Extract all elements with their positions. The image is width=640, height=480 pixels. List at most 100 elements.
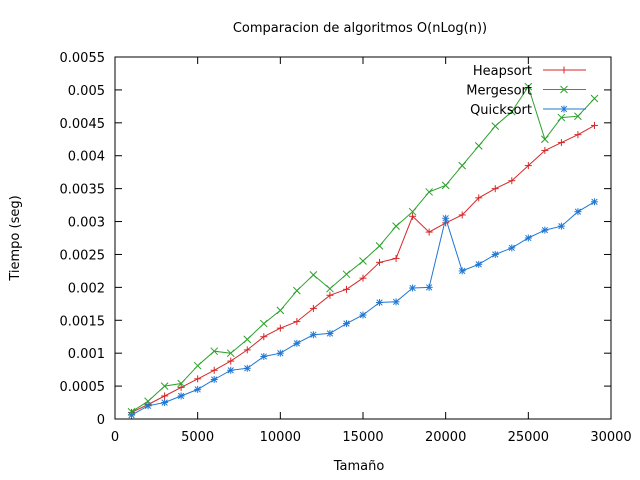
y-tick-label: 0.0035 [60,183,106,198]
data-point-quicksort [342,320,350,328]
series-heapsort [128,121,598,416]
data-point-quicksort [227,366,235,374]
legend: Heapsort Mergesort Quicksort [466,64,586,118]
data-point-quicksort [210,376,218,384]
data-point-quicksort [161,399,169,407]
chart-title: Comparacion de algoritmos O(nLog(n)) [233,21,487,36]
data-point-mergesort [574,112,582,121]
data-point-quicksort [557,222,565,230]
x-axis-label: Tamaño [333,459,385,474]
data-point-mergesort [259,319,268,328]
data-point-quicksort [293,339,301,347]
data-point-mergesort [474,142,483,150]
legend-marker-heapsort [560,66,568,74]
data-point-heapsort [293,318,301,326]
y-tick-label: 0.0025 [60,248,106,263]
data-point-mergesort [276,306,285,315]
data-point-mergesort [441,181,450,190]
y-axis-label: Tiempo (seg) [8,195,23,281]
data-point-heapsort [342,285,350,293]
data-point-heapsort [508,177,516,185]
y-tick-label: 0.001 [68,347,105,362]
legend-label-heapsort: Heapsort [473,64,532,79]
data-point-mergesort [425,188,433,196]
data-point-mergesort [210,347,219,356]
data-point-heapsort [425,228,433,236]
data-point-quicksort [309,331,317,339]
data-point-heapsort [260,333,268,341]
data-point-quicksort [574,208,582,216]
data-point-heapsort [359,274,367,282]
series-mergesort [127,82,599,416]
y-tick-label: 0.002 [68,281,105,296]
legend-marker-quicksort [560,105,568,113]
y-tick-label: 0.005 [68,84,105,99]
series-quicksort [128,198,598,419]
data-point-heapsort [491,185,499,193]
axes: 0 5000 10000 15000 20000 25000 30000 0 0.0005 0.0… [60,51,632,445]
data-point-mergesort [491,122,500,130]
data-point-heapsort [524,162,532,170]
x-tick-label: 5000 [181,430,214,445]
data-point-heapsort [376,258,384,266]
data-point-mergesort [524,82,533,91]
data-point-mergesort [226,349,235,358]
data-point-quicksort [243,364,251,372]
x-tick-label: 10000 [260,430,301,445]
data-point-heapsort [458,211,466,219]
x-tick-label: 30000 [590,430,631,445]
data-point-quicksort [491,250,499,258]
y-tick-label: 0.0045 [60,117,106,132]
y-tick-label: 0.004 [68,150,105,165]
x-tick-label: 15000 [342,430,383,445]
y-tick-label: 0.0055 [60,51,106,66]
data-point-heapsort [409,212,417,220]
data-point-mergesort [458,161,467,170]
data-point-quicksort [128,411,136,419]
series-line-quicksort [131,201,595,416]
data-point-heapsort [475,194,483,202]
data-point-quicksort [359,311,367,319]
series-layer [127,82,599,419]
data-point-mergesort [309,271,318,279]
data-point-mergesort [243,335,252,344]
legend-marker-mergesort [560,85,568,94]
data-point-mergesort [359,257,367,265]
data-point-quicksort [177,392,185,400]
data-point-heapsort [194,375,202,383]
data-point-heapsort [177,383,185,391]
data-point-heapsort [557,139,565,147]
y-tick-label: 0.0015 [60,314,106,329]
data-point-mergesort [590,94,599,103]
data-point-mergesort [541,135,549,144]
plot-frame [114,56,612,420]
data-point-mergesort [342,270,351,279]
legend-label-mergesort: Mergesort [466,84,532,99]
data-point-mergesort [293,286,301,295]
data-point-heapsort [161,392,169,400]
data-point-quicksort [376,299,384,307]
data-point-heapsort [590,121,598,129]
x-tick-label: 0 [111,430,119,445]
data-point-quicksort [409,284,417,292]
data-point-quicksort [194,385,202,393]
data-point-mergesort [557,113,566,122]
data-point-heapsort [574,131,582,139]
data-point-mergesort [160,382,169,390]
data-point-mergesort [326,284,334,293]
x-tick-label: 25000 [508,430,549,445]
data-point-quicksort [144,402,152,410]
data-point-mergesort [177,379,185,388]
data-point-quicksort [508,244,516,252]
data-point-quicksort [475,260,483,268]
data-point-heapsort [276,324,284,332]
data-point-quicksort [425,283,433,291]
y-tick-label: 0.003 [68,216,105,231]
data-point-mergesort [375,242,384,250]
data-point-mergesort [392,222,400,231]
y-tick-label: 0 [97,413,105,428]
legend-label-quicksort: Quicksort [470,103,532,118]
data-point-heapsort [243,346,251,354]
data-point-heapsort [309,304,317,312]
